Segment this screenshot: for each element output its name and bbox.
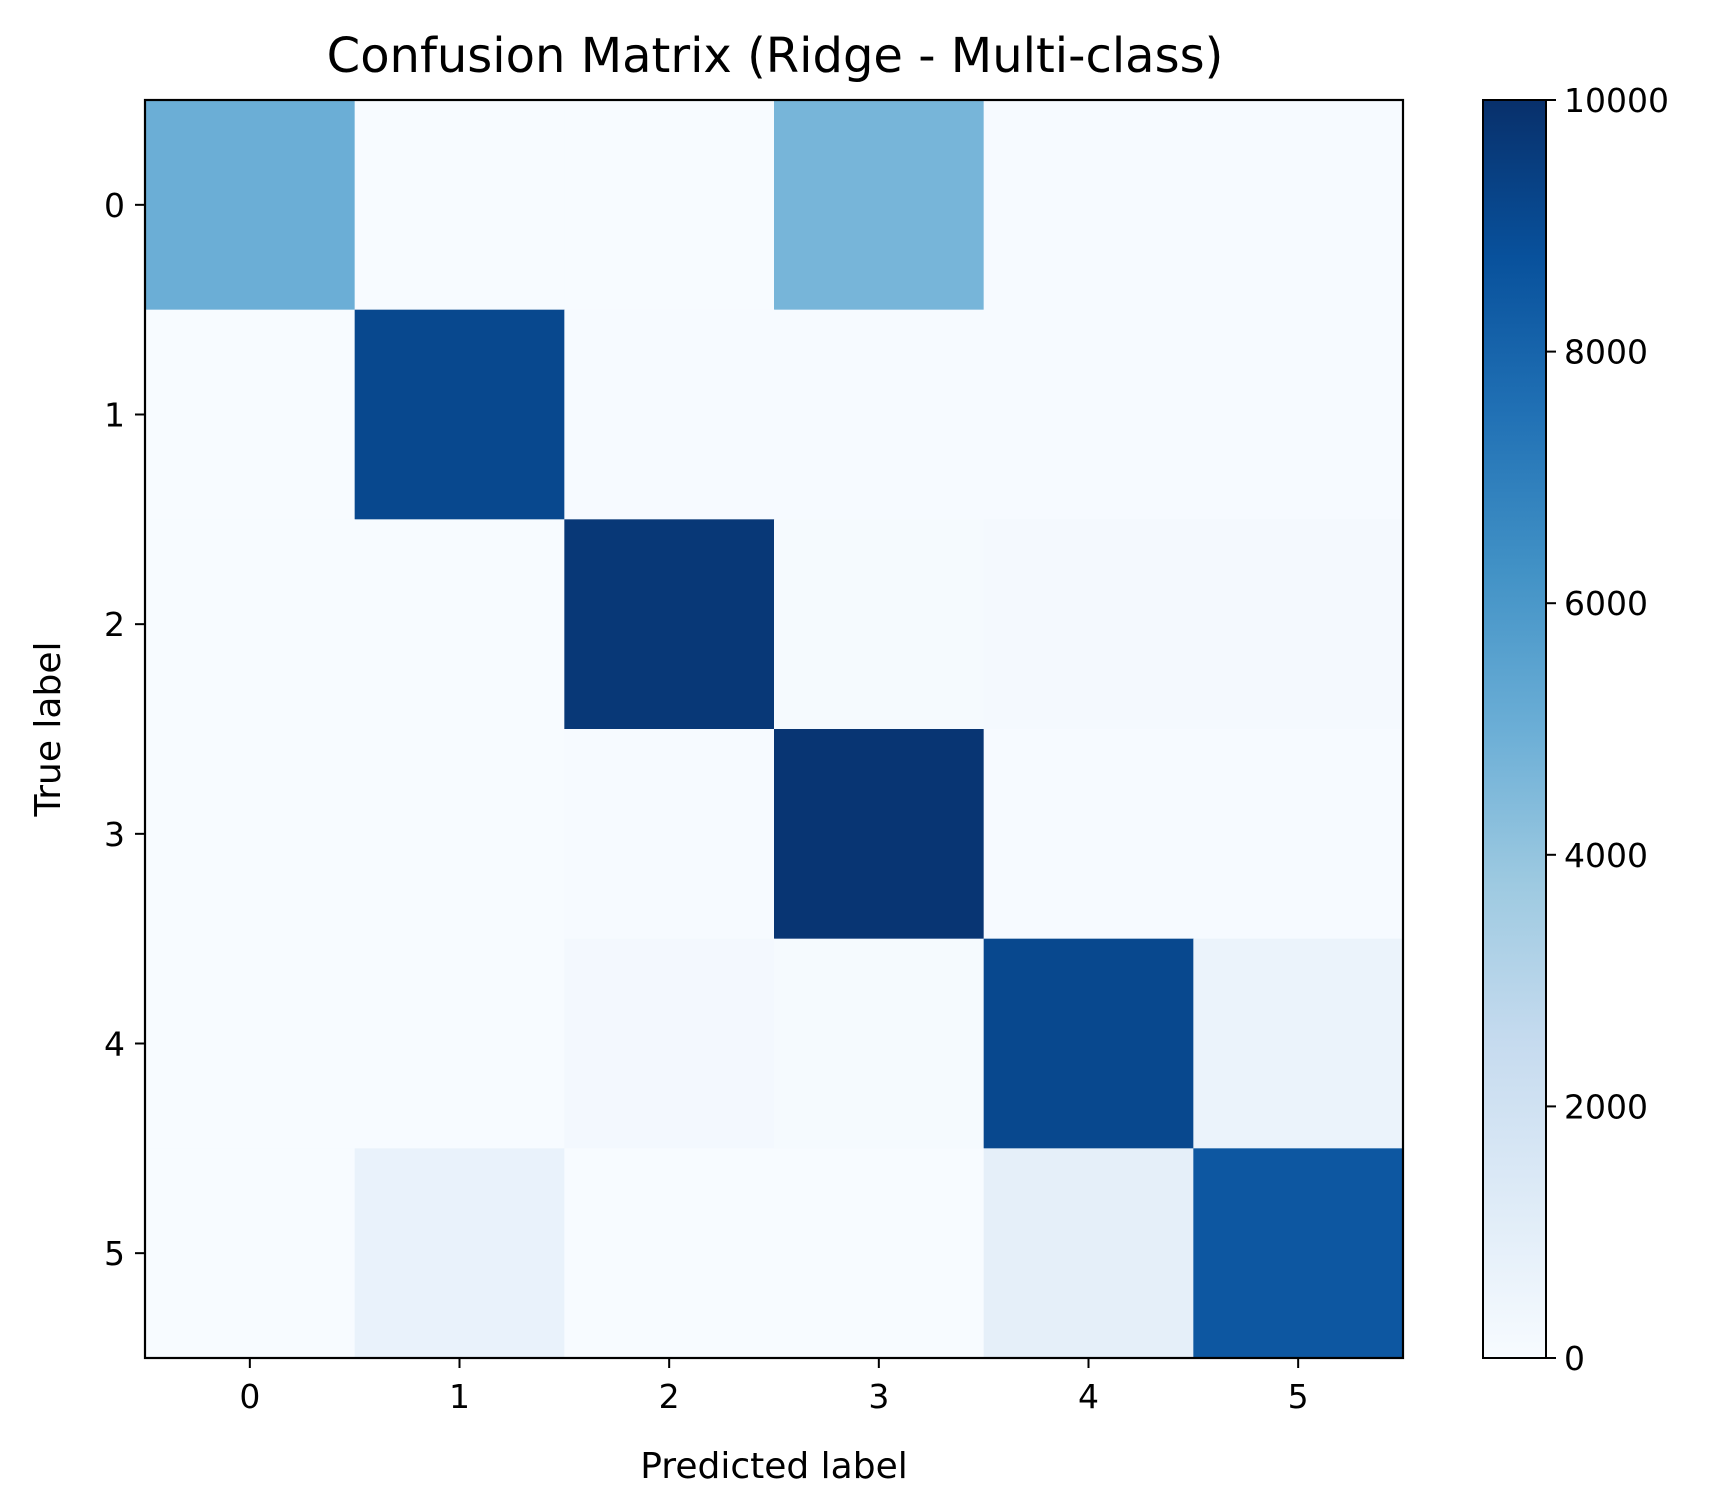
heatmap-cell-r3-c1 [354, 729, 565, 940]
heatmap-cell-r0-c3 [774, 100, 985, 311]
heatmap-cell-r0-c1 [354, 100, 565, 311]
heatmap-cell-r1-c3 [774, 309, 985, 520]
x-tick-label: 1 [449, 1377, 470, 1416]
y-axis-ticks: 0 1 2 3 4 5 [104, 186, 145, 1273]
heatmap-cell-r4-c4 [983, 938, 1194, 1149]
heatmap-cell-r0-c4 [983, 100, 1194, 311]
colorbar-tick-label: 10000 [1564, 81, 1669, 120]
heatmap-cell-r0-c0 [145, 100, 356, 311]
heatmap-cell-r2-c4 [983, 519, 1194, 730]
heatmap-cell-r2-c3 [774, 519, 985, 730]
heatmap-cell-r5-c4 [983, 1148, 1194, 1359]
y-axis-label: True label [28, 642, 69, 818]
heatmap-cell-r2-c1 [354, 519, 565, 730]
x-tick-label: 4 [1078, 1377, 1099, 1416]
heatmap-cell-r4-c0 [145, 938, 356, 1149]
heatmap-cell-r1-c4 [983, 309, 1194, 520]
colorbar-tick-label: 6000 [1564, 584, 1648, 623]
heatmap-cell-r0-c5 [1193, 100, 1404, 311]
colorbar-tick-label: 4000 [1564, 836, 1648, 875]
heatmap-cell-r5-c2 [564, 1148, 775, 1359]
colorbar-ticks: 0 2000 4000 6000 8000 10000 [1546, 81, 1669, 1378]
heatmap-cell-r5-c0 [145, 1148, 356, 1359]
y-tick-label: 5 [104, 1234, 125, 1273]
heatmap-cell-r3-c2 [564, 729, 775, 940]
colorbar-tick-label: 8000 [1564, 333, 1648, 372]
heatmap-cell-r1-c2 [564, 309, 775, 520]
x-tick-label: 0 [239, 1377, 260, 1416]
heatmap-cell-r5-c3 [774, 1148, 985, 1359]
heatmap-cell-r3-c4 [983, 729, 1194, 940]
colorbar-tick-label: 2000 [1564, 1087, 1648, 1126]
x-tick-label: 3 [868, 1377, 889, 1416]
plot-frame [143, 98, 1405, 1360]
heatmap-cell-r2-c2 [564, 519, 775, 730]
colorbar [1482, 99, 1547, 1359]
y-tick-label: 4 [104, 1025, 125, 1064]
y-tick-label: 1 [104, 396, 125, 435]
heatmap-cell-r5-c1 [354, 1148, 565, 1359]
x-axis-ticks: 0 1 2 3 4 5 [239, 1358, 1309, 1416]
y-tick-label: 2 [104, 605, 125, 644]
x-axis-label: Predicted label [640, 1446, 908, 1487]
heatmap-cells [145, 100, 1404, 1359]
heatmap-cell-r4-c5 [1193, 938, 1404, 1149]
y-tick-label: 0 [104, 186, 125, 225]
heatmap-cell-r4-c3 [774, 938, 985, 1149]
heatmap-cell-r4-c2 [564, 938, 775, 1149]
heatmap-cell-r1-c1 [354, 309, 565, 520]
heatmap-cell-r3-c3 [774, 729, 985, 940]
heatmap-cell-r5-c5 [1193, 1148, 1404, 1359]
x-tick-label: 5 [1288, 1377, 1309, 1416]
chart-title: Confusion Matrix (Ridge - Multi-class) [327, 28, 1224, 84]
heatmap-cell-r2-c5 [1193, 519, 1404, 730]
heatmap-cell-r1-c0 [145, 309, 356, 520]
heatmap-cell-r3-c5 [1193, 729, 1404, 940]
heatmap-cell-r2-c0 [145, 519, 356, 730]
x-tick-label: 2 [659, 1377, 680, 1416]
heatmap-cell-r1-c5 [1193, 309, 1404, 520]
heatmap-cell-r3-c0 [145, 729, 356, 940]
y-tick-label: 3 [104, 815, 125, 854]
heatmap-cell-r4-c1 [354, 938, 565, 1149]
heatmap-cell-r0-c2 [564, 100, 775, 311]
colorbar-tick-label: 0 [1564, 1339, 1585, 1378]
